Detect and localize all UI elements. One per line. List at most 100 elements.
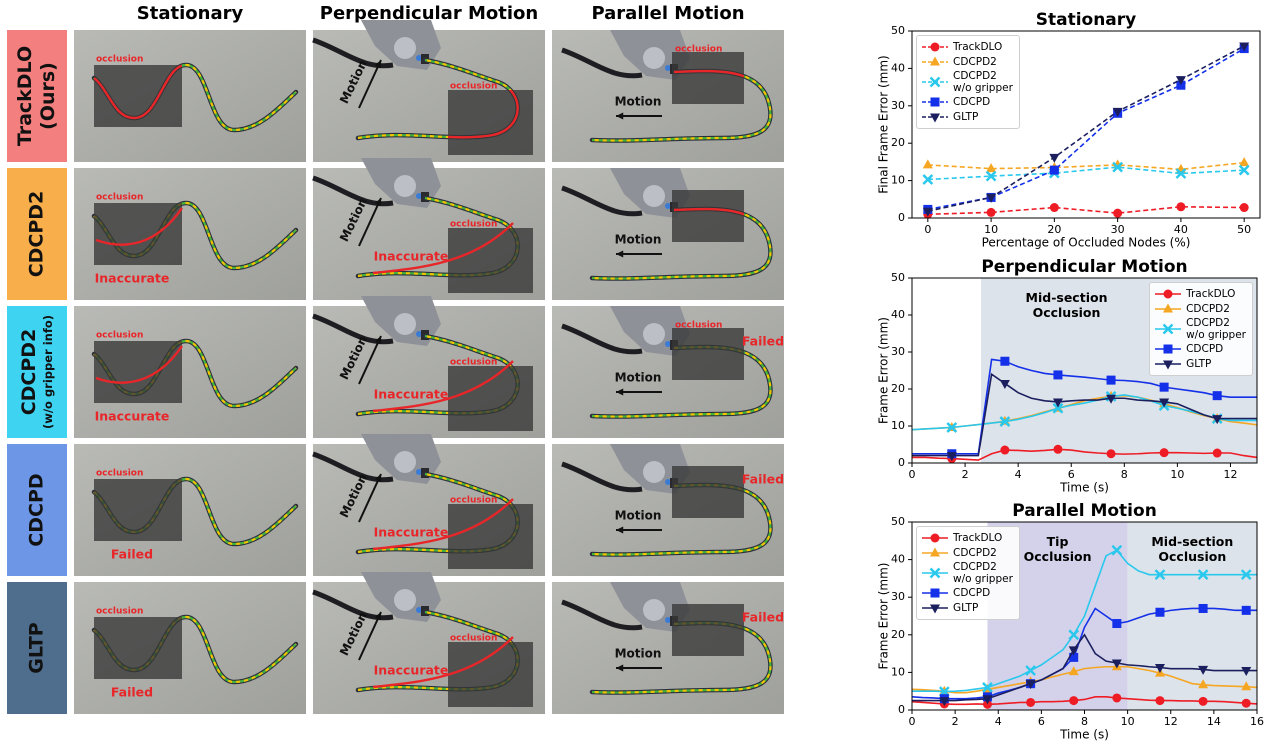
data-marker	[922, 207, 933, 217]
motion-arrow	[358, 335, 382, 385]
data-marker	[1069, 652, 1079, 662]
data-marker	[1239, 157, 1250, 167]
data-marker	[1049, 165, 1059, 175]
data-marker	[1239, 42, 1250, 52]
robot-light	[665, 65, 671, 71]
motion-arrow	[358, 197, 382, 247]
series-line	[927, 205, 1245, 216]
data-marker	[1240, 569, 1252, 581]
robot-joint	[394, 175, 416, 197]
occlusion-box	[448, 642, 533, 707]
x-tick-label: 6	[1038, 715, 1045, 728]
series-line	[912, 358, 1257, 455]
data-marker	[1175, 76, 1186, 86]
robot-joint	[643, 599, 665, 621]
data-marker	[1000, 445, 1010, 455]
robot-joint	[394, 451, 416, 473]
data-marker	[982, 699, 992, 709]
column-header: Parallel Motion	[591, 3, 744, 24]
data-marker	[922, 159, 933, 169]
occlusion-label: occlusion	[450, 358, 497, 368]
photo-cell: occlusion Inaccurate	[74, 168, 306, 300]
data-marker	[1241, 667, 1252, 677]
x-tick-label: 40	[1174, 223, 1188, 236]
motion-label: Motion	[615, 371, 662, 385]
y-tick-label: 40	[891, 308, 905, 321]
data-marker	[986, 207, 996, 217]
occlusion-box	[94, 479, 182, 541]
series-line	[927, 161, 1245, 171]
occlusion-label: occlusion	[96, 331, 143, 341]
occlusion-label: occlusion	[675, 45, 722, 55]
x-tick-label: 16	[1250, 715, 1264, 728]
status-label: Failed	[742, 610, 784, 625]
robot-hose	[561, 185, 643, 217]
chart-title: Stationary	[1036, 10, 1137, 30]
data-marker	[1049, 153, 1060, 163]
column-header: Perpendicular Motion	[320, 3, 538, 24]
plot-frame	[911, 30, 1261, 219]
x-tick-label: 0	[909, 468, 916, 481]
data-marker	[999, 416, 1011, 427]
data-marker	[1159, 448, 1169, 458]
data-marker	[1026, 697, 1036, 707]
plot-frame	[911, 521, 1258, 711]
motion-arrow	[358, 473, 382, 523]
occlusion-label: occlusion	[96, 55, 143, 65]
tracking-error	[95, 345, 183, 384]
data-marker	[1112, 693, 1122, 703]
series-line	[927, 45, 1245, 213]
plot-frame	[911, 277, 1258, 464]
data-marker	[946, 452, 957, 462]
robot-light	[416, 469, 422, 475]
motion-arrow-head	[616, 526, 624, 534]
row-label-box	[7, 306, 67, 438]
status-label: Failed	[111, 547, 153, 562]
chart-title: Parallel Motion	[1012, 501, 1157, 521]
status-label: Inaccurate	[374, 525, 449, 540]
occlusion-box	[672, 604, 744, 656]
robot-hose	[561, 461, 643, 493]
status-label: Failed	[742, 334, 784, 349]
tracking-occluded	[673, 69, 744, 78]
data-marker	[1198, 665, 1209, 675]
photo-cell: occlusion Inaccurate	[74, 306, 306, 438]
data-marker	[986, 193, 997, 203]
x-tick-label: 10	[984, 223, 998, 236]
status-label: Inaccurate	[374, 249, 449, 264]
y-tick-label: 50	[891, 24, 905, 37]
series-line	[927, 166, 1245, 181]
tracking-overlay-dash	[93, 477, 297, 546]
robot-joint	[643, 323, 665, 345]
occlusion-label: occlusion	[96, 193, 143, 203]
chart-title: Perpendicular Motion	[981, 257, 1187, 277]
y-tick-label: 40	[891, 553, 905, 566]
robot-hose	[312, 451, 394, 483]
data-marker	[1112, 161, 1124, 173]
y-tick-label: 0	[898, 211, 905, 224]
photo-cell: Motion occlusion Failed	[552, 306, 784, 438]
data-marker	[1159, 398, 1170, 408]
tracking-overlay-dash	[93, 63, 297, 132]
series-line	[912, 633, 1257, 702]
shaded-region	[1127, 522, 1257, 710]
data-marker	[1025, 665, 1036, 676]
motion-arrow-head	[374, 612, 382, 620]
data-marker	[1155, 696, 1165, 706]
robot-arm	[561, 30, 690, 80]
photo-cell: occlusion	[74, 30, 306, 162]
data-marker	[1106, 394, 1117, 404]
y-tick-label: 30	[891, 590, 905, 603]
tracking-occluded	[673, 207, 744, 216]
robot-arm	[312, 572, 441, 622]
robot-hose	[561, 323, 643, 355]
data-marker	[1241, 698, 1251, 708]
x-tick-label: 0	[924, 223, 931, 236]
data-marker	[1238, 164, 1250, 176]
data-marker	[1111, 659, 1122, 669]
robot-light	[665, 341, 671, 347]
